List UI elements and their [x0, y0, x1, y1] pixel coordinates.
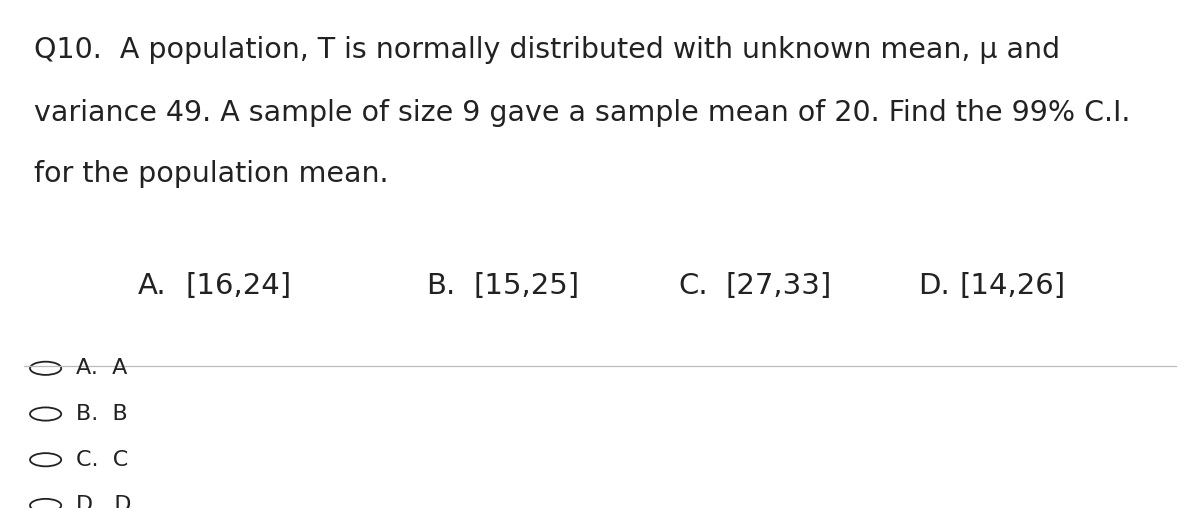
Text: C.  C: C. C: [76, 450, 128, 470]
Text: C.: C.: [678, 272, 708, 300]
Text: B.: B.: [426, 272, 455, 300]
Text: Q10.  A population, T is normally distributed with unknown mean, μ and: Q10. A population, T is normally distrib…: [34, 36, 1060, 64]
Text: D.  D: D. D: [76, 495, 131, 508]
Text: D.: D.: [918, 272, 949, 300]
Text: A.  A: A. A: [76, 358, 127, 378]
Text: [15,25]: [15,25]: [474, 272, 580, 300]
Text: for the population mean.: for the population mean.: [34, 160, 389, 188]
Text: [16,24]: [16,24]: [186, 272, 292, 300]
Text: [14,26]: [14,26]: [960, 272, 1066, 300]
Text: [27,33]: [27,33]: [726, 272, 833, 300]
Text: A.: A.: [138, 272, 167, 300]
Text: variance 49. A sample of size 9 gave a sample mean of 20. Find the 99% C.I.: variance 49. A sample of size 9 gave a s…: [34, 99, 1130, 127]
Text: B.  B: B. B: [76, 404, 127, 424]
